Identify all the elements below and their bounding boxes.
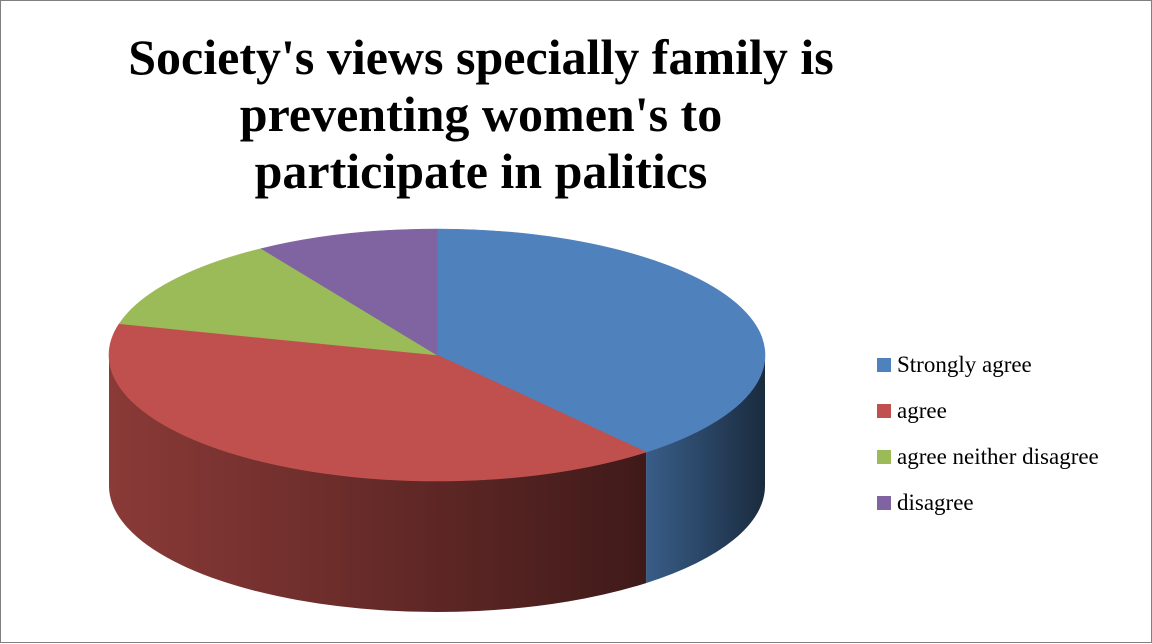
legend-item: agree neither disagree: [877, 434, 1147, 480]
legend-item: disagree: [877, 480, 1147, 526]
legend-label: agree: [897, 398, 947, 423]
pie-slice: [436, 228, 766, 453]
legend-swatch: [877, 404, 891, 418]
chart-title: Society's views specially family is prev…: [128, 29, 834, 199]
legend-label: agree neither disagree: [897, 444, 1099, 469]
pie-slice-side: [108, 355, 647, 612]
legend-item: Strongly agree: [877, 342, 1147, 388]
legend: Strongly agree agree agree neither disag…: [877, 342, 1147, 526]
legend-item: agree: [877, 388, 1147, 434]
legend-swatch: [877, 358, 891, 372]
legend-swatch: [877, 450, 891, 464]
pie-slice: [260, 228, 438, 356]
pie-slice-side: [646, 355, 765, 584]
legend-swatch: [877, 496, 891, 510]
pie-slice: [118, 248, 438, 356]
legend-label: disagree: [897, 490, 974, 515]
pie-slice: [108, 323, 647, 482]
legend-label: Strongly agree: [897, 352, 1032, 377]
